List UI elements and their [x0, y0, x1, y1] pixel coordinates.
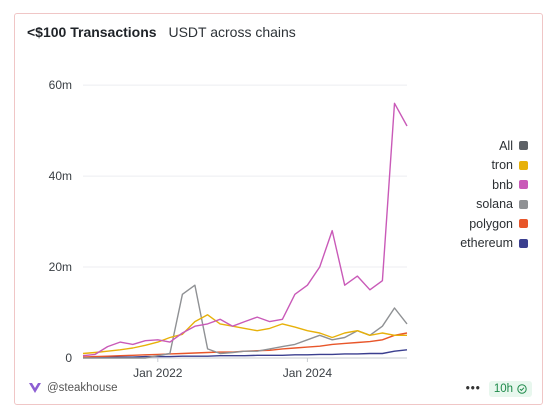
steakhouse-logo-icon	[29, 383, 41, 393]
legend-label: polygon	[469, 216, 513, 231]
line-chart: 0 20m 40m 60m Jan 2022 Jan 2024	[49, 78, 408, 380]
legend-swatch	[519, 199, 528, 209]
chart-card: <$100 Transactions USDT across chains 0 2…	[14, 13, 543, 405]
legend-label: tron	[491, 158, 513, 173]
legend-item-tron[interactable]: tron	[460, 156, 528, 176]
legend-label: All	[499, 138, 513, 153]
series-line-bnb	[82, 102, 408, 357]
legend-item-polygon[interactable]: polygon	[460, 214, 528, 234]
check-circle-icon	[517, 384, 527, 394]
legend-swatch	[519, 141, 528, 151]
chart-title-row: <$100 Transactions USDT across chains	[27, 24, 296, 40]
x-tick-label: Jan 2024	[283, 366, 333, 380]
legend-swatch	[519, 219, 528, 229]
series-line-solana	[83, 284, 408, 359]
chart-legend: All tron bnb solana polygon ethereum	[460, 136, 528, 253]
legend-swatch	[519, 180, 528, 190]
refresh-badge[interactable]: 10h	[488, 381, 532, 397]
more-options-button[interactable]: •••	[465, 383, 481, 395]
refresh-label: 10h	[493, 383, 513, 395]
chart-subtitle: USDT across chains	[168, 24, 296, 40]
legend-item-bnb[interactable]: bnb	[460, 175, 528, 195]
y-tick-label: 60m	[49, 78, 72, 92]
y-tick-label: 20m	[49, 260, 72, 274]
x-tick-label: Jan 2022	[133, 366, 183, 380]
footer-credit: @steakhouse	[29, 382, 118, 394]
legend-label: bnb	[492, 177, 513, 192]
series-line-tron	[82, 314, 407, 355]
y-tick-label: 0	[65, 351, 72, 365]
series-line-ethereum	[83, 349, 408, 359]
author-label[interactable]: @steakhouse	[47, 382, 118, 394]
footer-actions: ••• 10h	[466, 381, 532, 397]
legend-label: ethereum	[460, 236, 513, 251]
chart-title: <$100 Transactions	[27, 24, 157, 40]
legend-item-solana[interactable]: solana	[460, 195, 528, 215]
legend-item-All[interactable]: All	[460, 136, 528, 156]
legend-item-ethereum[interactable]: ethereum	[460, 234, 528, 254]
y-tick-label: 40m	[49, 169, 72, 183]
legend-swatch	[519, 238, 528, 248]
legend-label: solana	[476, 197, 513, 212]
legend-swatch	[519, 160, 528, 170]
